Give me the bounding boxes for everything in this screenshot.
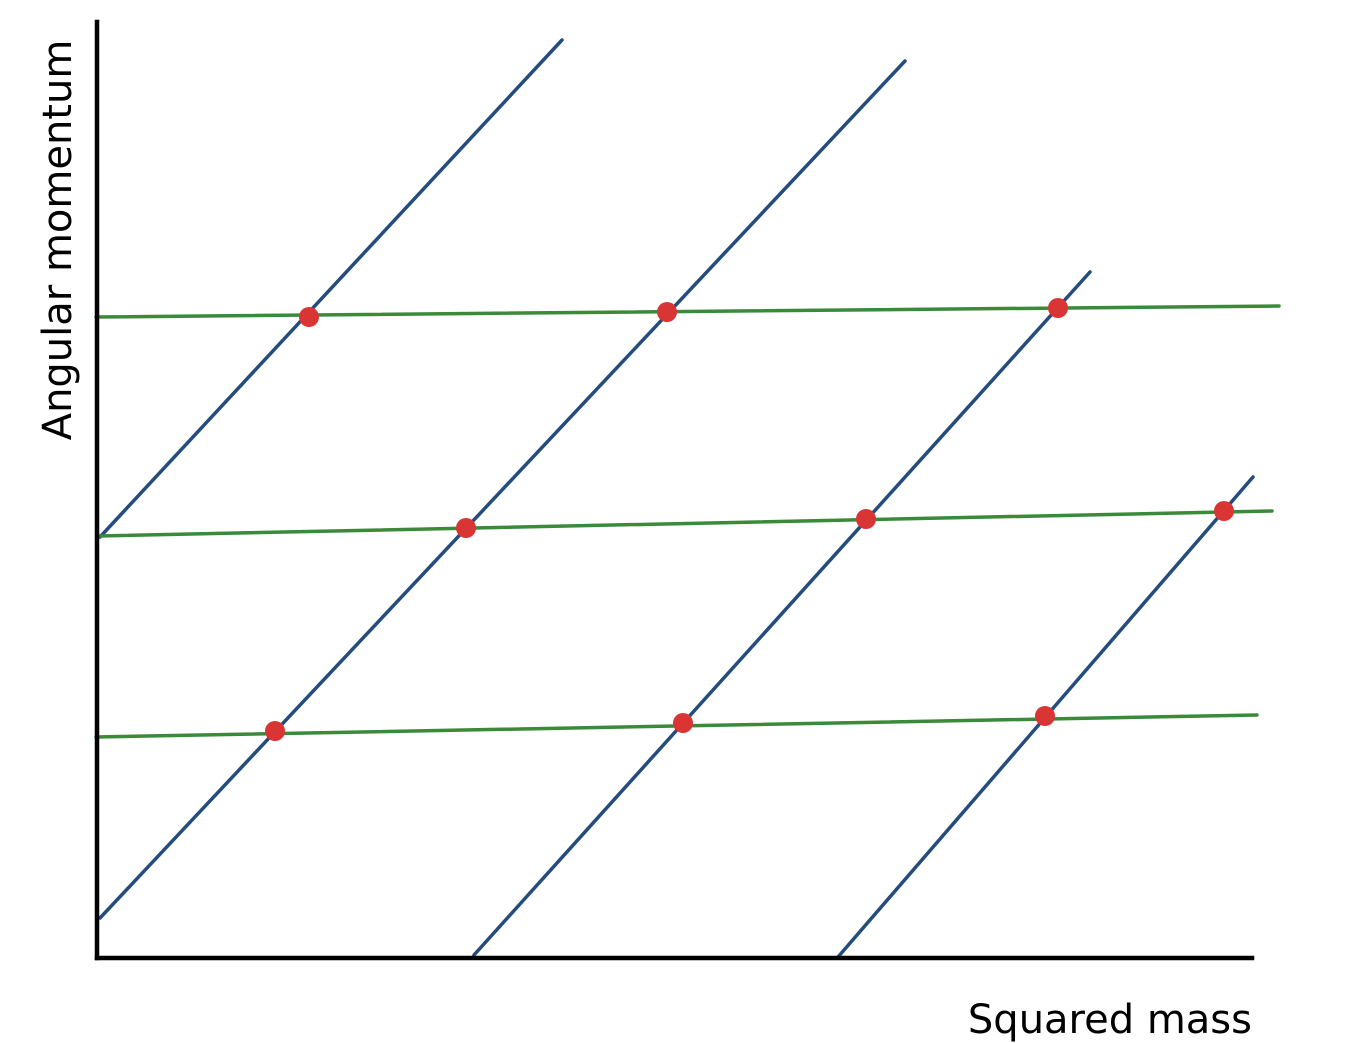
state-point <box>456 518 476 538</box>
level-line-middle <box>96 509 1274 538</box>
state-point <box>1035 706 1055 726</box>
axes <box>94 19 1255 961</box>
state-point <box>299 307 319 327</box>
y-axis-title: Angular momentum <box>35 40 81 441</box>
state-points <box>265 298 1234 741</box>
state-point <box>673 713 693 733</box>
level-line-top <box>94 304 1281 319</box>
state-point <box>856 509 876 529</box>
state-point <box>1048 298 1068 318</box>
trajectory-line-3 <box>472 270 1092 957</box>
trajectory-lines <box>98 38 1255 959</box>
level-lines <box>94 304 1281 739</box>
state-point <box>265 721 285 741</box>
state-point <box>1214 501 1234 521</box>
trajectory-line-1 <box>98 38 564 539</box>
state-point <box>657 302 677 322</box>
trajectory-line-2 <box>98 59 907 920</box>
x-axis-title: Squared mass <box>968 997 1252 1043</box>
